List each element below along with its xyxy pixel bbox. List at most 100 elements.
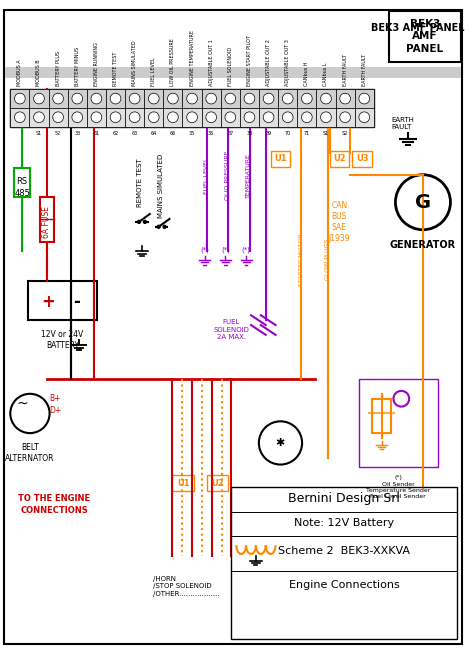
Circle shape bbox=[283, 94, 293, 104]
Text: TEMPERATURE: TEMPERATURE bbox=[246, 153, 251, 198]
Circle shape bbox=[91, 112, 102, 122]
Bar bbox=[14, 168, 30, 198]
Text: FUEL LEVEL: FUEL LEVEL bbox=[151, 58, 156, 86]
Text: ✱: ✱ bbox=[276, 438, 285, 448]
Bar bbox=[389, 10, 461, 61]
Text: BATTERY MINUS: BATTERY MINUS bbox=[75, 47, 80, 86]
Text: CAN
BUS
SAE
J1939: CAN BUS SAE J1939 bbox=[328, 201, 350, 243]
Text: (*): (*) bbox=[201, 246, 209, 252]
Bar bbox=[336, 108, 355, 127]
Circle shape bbox=[168, 94, 178, 104]
Bar bbox=[336, 89, 355, 108]
Text: REMOTE TEST: REMOTE TEST bbox=[113, 52, 118, 86]
Circle shape bbox=[301, 94, 312, 104]
Text: 35: 35 bbox=[189, 131, 195, 137]
Text: GENERATOR: GENERATOR bbox=[390, 239, 456, 250]
Bar bbox=[221, 89, 240, 108]
Circle shape bbox=[137, 220, 140, 224]
Bar bbox=[10, 89, 374, 127]
Text: OLIO PRESSURE: OLIO PRESSURE bbox=[225, 151, 230, 200]
Text: EARTH FAULT: EARTH FAULT bbox=[362, 54, 367, 86]
Text: GLOW PLUGS: GLOW PLUGS bbox=[325, 239, 330, 280]
Circle shape bbox=[206, 94, 217, 104]
Text: BELT
ALTERNATOR: BELT ALTERNATOR bbox=[5, 443, 55, 463]
Circle shape bbox=[320, 112, 331, 122]
Bar bbox=[28, 281, 97, 320]
Circle shape bbox=[225, 94, 236, 104]
Bar bbox=[297, 89, 317, 108]
Text: FUEL
SOLENOID
2A MAX.: FUEL SOLENOID 2A MAX. bbox=[213, 319, 249, 341]
Text: ENGINE TEMPERATURE: ENGINE TEMPERATURE bbox=[190, 30, 194, 86]
Circle shape bbox=[53, 94, 64, 104]
Bar bbox=[355, 89, 374, 108]
Circle shape bbox=[72, 94, 82, 104]
Bar bbox=[10, 89, 29, 108]
Text: BATTERY PLUS: BATTERY PLUS bbox=[55, 51, 61, 86]
Circle shape bbox=[10, 394, 50, 433]
Bar bbox=[125, 108, 144, 127]
Bar bbox=[87, 89, 106, 108]
Circle shape bbox=[340, 112, 350, 122]
Circle shape bbox=[283, 112, 293, 122]
Text: BEK3
AMF
PANEL: BEK3 AMF PANEL bbox=[406, 19, 444, 54]
Bar bbox=[87, 108, 106, 127]
Text: MODBUS B: MODBUS B bbox=[36, 60, 42, 86]
Text: BEK3 AMF PANEL: BEK3 AMF PANEL bbox=[371, 24, 465, 33]
Bar bbox=[207, 475, 228, 491]
Bar bbox=[359, 379, 438, 468]
Bar bbox=[164, 108, 182, 127]
Bar bbox=[201, 89, 221, 108]
Text: RS
485: RS 485 bbox=[14, 177, 30, 198]
Text: Note: 12V Battery: Note: 12V Battery bbox=[294, 519, 394, 528]
Text: FUEL LEVEL: FUEL LEVEL bbox=[204, 158, 210, 194]
Text: (*): (*) bbox=[242, 246, 251, 252]
Text: 61: 61 bbox=[93, 131, 100, 137]
Bar bbox=[182, 108, 201, 127]
Circle shape bbox=[129, 94, 140, 104]
Bar bbox=[182, 89, 201, 108]
Circle shape bbox=[393, 391, 409, 407]
Text: 63: 63 bbox=[131, 131, 138, 137]
Circle shape bbox=[244, 94, 255, 104]
Text: U1: U1 bbox=[274, 154, 287, 164]
Bar bbox=[173, 475, 194, 491]
Circle shape bbox=[91, 94, 102, 104]
Text: 38: 38 bbox=[246, 131, 253, 137]
Circle shape bbox=[72, 112, 82, 122]
Text: EARTH
FAULT: EARTH FAULT bbox=[392, 117, 414, 130]
Circle shape bbox=[15, 94, 25, 104]
Bar bbox=[48, 108, 68, 127]
Circle shape bbox=[187, 112, 197, 122]
Circle shape bbox=[157, 226, 160, 228]
Text: U2: U2 bbox=[333, 154, 346, 164]
Bar bbox=[278, 108, 297, 127]
Circle shape bbox=[259, 421, 302, 464]
Text: 39: 39 bbox=[265, 131, 272, 137]
Text: 52: 52 bbox=[55, 131, 61, 137]
Circle shape bbox=[359, 94, 370, 104]
Circle shape bbox=[359, 112, 370, 122]
Bar bbox=[221, 108, 240, 127]
Bar bbox=[125, 89, 144, 108]
Bar bbox=[259, 89, 278, 108]
Circle shape bbox=[320, 94, 331, 104]
Circle shape bbox=[53, 112, 64, 122]
Bar bbox=[271, 151, 290, 167]
Circle shape bbox=[395, 175, 450, 230]
Text: ENGINE START PILOT: ENGINE START PILOT bbox=[247, 35, 252, 86]
Text: U1: U1 bbox=[177, 479, 190, 488]
Bar bbox=[68, 108, 87, 127]
Text: MODBUS A: MODBUS A bbox=[18, 60, 22, 86]
Text: U3: U3 bbox=[356, 154, 368, 164]
Bar bbox=[201, 108, 221, 127]
Circle shape bbox=[148, 112, 159, 122]
Bar bbox=[164, 89, 182, 108]
Text: G: G bbox=[415, 193, 431, 212]
Circle shape bbox=[15, 112, 25, 122]
Text: MAINS SIMULATED: MAINS SIMULATED bbox=[158, 154, 164, 218]
Text: 12V or 24V
BATTERY: 12V or 24V BATTERY bbox=[41, 330, 83, 350]
Bar bbox=[259, 108, 278, 127]
Text: ADJUSTABLE OUT 3: ADJUSTABLE OUT 3 bbox=[285, 39, 290, 86]
Bar bbox=[68, 89, 87, 108]
Text: +: + bbox=[42, 294, 55, 311]
